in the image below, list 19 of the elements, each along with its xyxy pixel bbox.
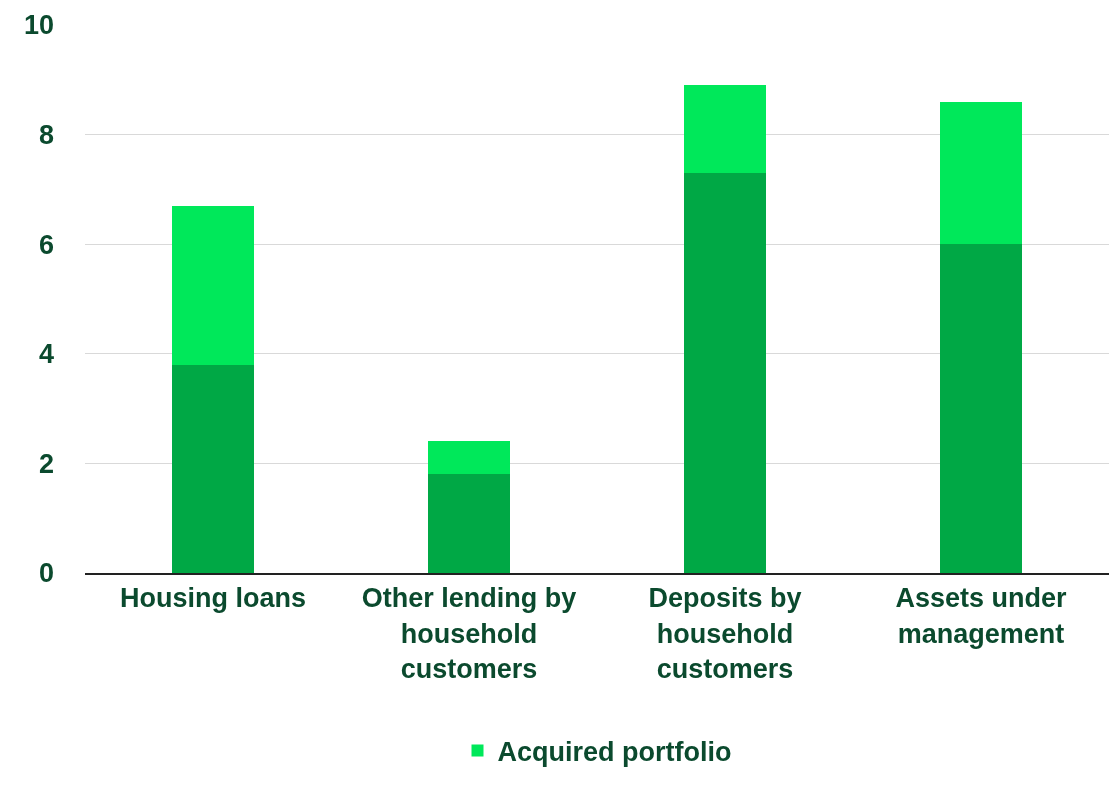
bar xyxy=(940,101,1022,245)
bar xyxy=(684,172,766,573)
y-tick-label: 4 xyxy=(38,339,54,370)
bar xyxy=(172,205,254,365)
bar xyxy=(428,441,510,475)
y-tick-label: 6 xyxy=(38,229,54,260)
x-tick-label: Deposits by household customers xyxy=(648,583,802,684)
x-tick-label: Other lending by household customers xyxy=(361,583,577,684)
x-tick-label: Housing loans xyxy=(119,583,307,614)
bar xyxy=(428,474,510,573)
bar xyxy=(684,85,766,173)
legend-label: Acquired portfolio xyxy=(497,737,732,768)
bar xyxy=(172,364,254,573)
x-tick-label: Assets under management xyxy=(895,583,1068,649)
y-tick-label: 0 xyxy=(38,558,54,589)
y-tick-label: 10 xyxy=(23,10,54,41)
y-tick-label: 2 xyxy=(38,448,54,479)
y-tick-label: 8 xyxy=(38,120,54,151)
bar xyxy=(940,244,1022,573)
